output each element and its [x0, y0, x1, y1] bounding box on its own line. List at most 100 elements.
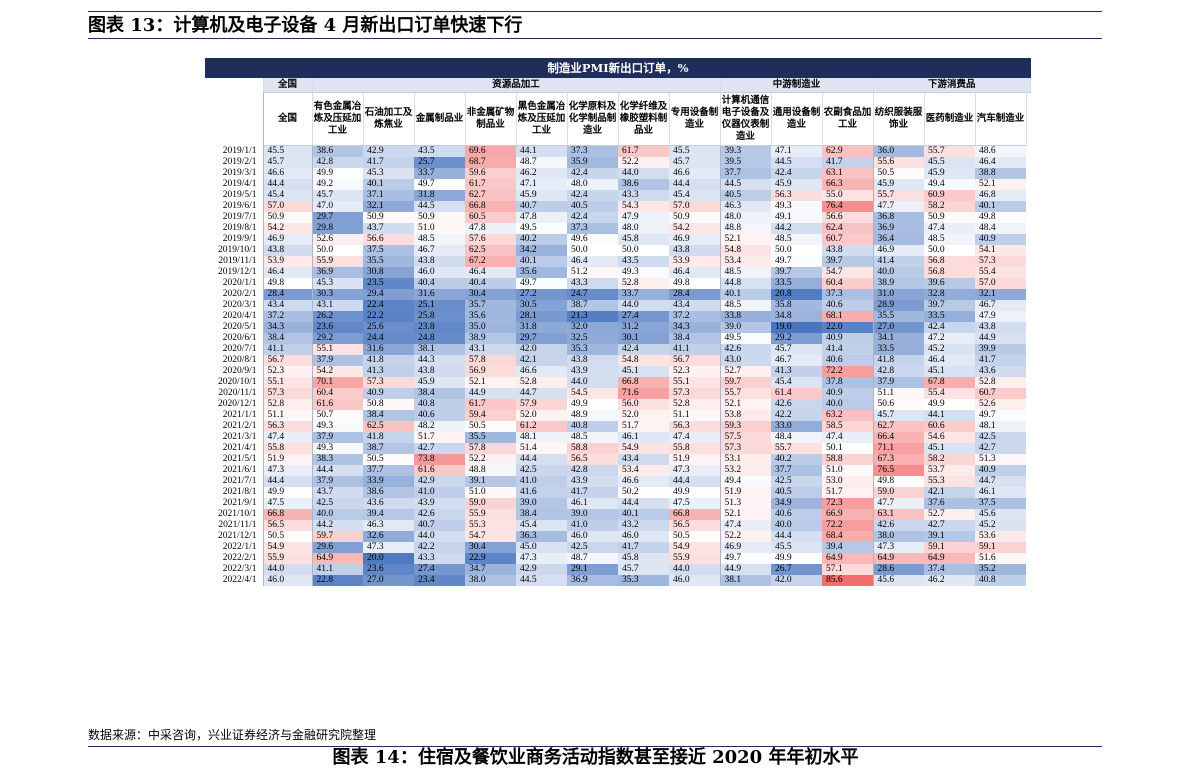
heatmap-cell: 57.3 — [719, 443, 772, 454]
heatmap-cell: 41.4 — [822, 344, 874, 355]
heatmap-cell: 53.9 — [262, 256, 312, 267]
heatmap-cell: 49.8 — [975, 212, 1027, 223]
heatmap-cell: 42.9 — [516, 564, 567, 575]
heatmap-cell: 47.3 — [872, 542, 925, 553]
heatmap-cell: 47.9 — [618, 212, 669, 223]
heatmap-cell: 50.5 — [669, 531, 721, 542]
heatmap-cell: 25.8 — [414, 311, 465, 322]
heatmap-cell: 47.5 — [669, 498, 721, 509]
heatmap-cell: 54.9 — [669, 542, 721, 553]
heatmap-cell: 44.4 — [669, 179, 721, 190]
heatmap-cell: 57.0 — [262, 201, 312, 212]
heatmap-cell: 37.3 — [822, 289, 874, 300]
heatmap-cell: 72.2 — [822, 520, 874, 531]
heatmap-cell: 48.7 — [516, 157, 567, 168]
heatmap-cell: 32.1 — [975, 289, 1027, 300]
column-header: 全国 — [262, 92, 313, 146]
heatmap-cell: 44.0 — [262, 564, 312, 575]
heatmap-cell: 36.8 — [872, 212, 925, 223]
heatmap-cell: 37.9 — [311, 432, 363, 443]
heatmap-cell: 53.2 — [719, 465, 772, 476]
heatmap-cell: 48.4 — [771, 432, 823, 443]
figure-title: 图表 13：计算机及电子设备 4 月新出口订单快速下行 — [88, 14, 1102, 39]
heatmap-cell: 58.8 — [567, 443, 618, 454]
heatmap-cell: 42.4 — [771, 168, 823, 179]
heatmap-cell: 31.0 — [872, 289, 925, 300]
heatmap-cell: 34.2 — [516, 245, 567, 256]
heatmap-cell: 55.3 — [465, 520, 516, 531]
heatmap-cell: 47.4 — [924, 223, 976, 234]
heatmap-cell: 45.7 — [311, 190, 363, 201]
heatmap-cell: 40.1 — [975, 201, 1027, 212]
heatmap-cell: 52.2 — [618, 157, 669, 168]
heatmap-cell: 54.2 — [311, 366, 363, 377]
heatmap-cell: 39.0 — [516, 498, 567, 509]
heatmap-cell: 40.9 — [975, 234, 1027, 245]
table-row: 2020/9/1 52.3 54.2 41.3 43.8 56.9 46.6 43.9 45.1… — [205, 366, 1031, 377]
heatmap-cell: 40.4 — [414, 278, 465, 289]
heatmap-cell: 48.8 — [719, 223, 772, 234]
heatmap-cell: 49.9 — [771, 553, 823, 564]
heatmap-cell: 25.1 — [414, 300, 465, 311]
heatmap-cell: 35.6 — [465, 311, 516, 322]
heatmap-cell: 48.7 — [567, 553, 618, 564]
heatmap-cell: 43.2 — [618, 520, 669, 531]
heatmap-cell: 50.9 — [924, 212, 976, 223]
table-row: 2019/4/1 44.4 49.2 40.1 49.7 61.7 47.1 48.0 38.6… — [205, 179, 1031, 190]
heatmap-cell: 44.9 — [465, 388, 516, 399]
heatmap-cell: 60.4 — [311, 388, 363, 399]
heatmap-cell: 53.7 — [924, 465, 976, 476]
heatmap-cell: 42.7 — [975, 443, 1027, 454]
heatmap-cell: 41.0 — [567, 520, 618, 531]
row-date-label: 2020/6/1 — [222, 333, 257, 343]
heatmap-cell: 51.0 — [465, 487, 516, 498]
heatmap-cell: 28.4 — [669, 289, 721, 300]
heatmap-cell: 33.7 — [414, 168, 465, 179]
heatmap-cell: 38.9 — [465, 333, 516, 344]
heatmap-cell: 25.6 — [363, 322, 414, 333]
heatmap-cell: 66.8 — [618, 377, 669, 388]
heatmap-cell: 44.0 — [567, 377, 618, 388]
heatmap-cell: 40.8 — [414, 399, 465, 410]
heatmap-cell: 48.4 — [975, 223, 1027, 234]
heatmap-cell: 40.6 — [414, 410, 465, 421]
heatmap-cell: 40.9 — [363, 388, 414, 399]
row-date-label: 2022/3/1 — [222, 564, 257, 574]
heatmap-cell: 53.9 — [669, 256, 721, 267]
heatmap-cell: 49.9 — [311, 168, 363, 179]
heatmap-cell: 59.1 — [924, 542, 976, 553]
heatmap-cell: 51.9 — [719, 487, 772, 498]
heatmap-cell: 49.1 — [771, 212, 823, 223]
heatmap-cell: 61.6 — [414, 465, 465, 476]
heatmap-cell: 38.1 — [414, 344, 465, 355]
top-rule — [88, 11, 1102, 12]
heatmap-cell: 43.7 — [363, 223, 414, 234]
heatmap-cell: 34.8 — [771, 311, 823, 322]
table-row: 2020/1/1 49.8 45.3 23.5 40.4 40.4 49.7 43.3 52.8… — [205, 278, 1031, 289]
heatmap-cell: 49.5 — [516, 223, 567, 234]
heatmap-cell: 51.1 — [262, 410, 312, 421]
heatmap-cell: 39.4 — [822, 542, 874, 553]
heatmap-cell: 22.8 — [311, 575, 363, 586]
heatmap-cell: 60.9 — [924, 190, 976, 201]
heatmap-cell: 71.6 — [618, 388, 669, 399]
heatmap-cell: 40.2 — [516, 234, 567, 245]
heatmap-cell: 35.2 — [975, 564, 1027, 575]
heatmap-cell: 38.6 — [618, 179, 669, 190]
heatmap-cell: 28.4 — [262, 289, 312, 300]
heatmap-cell: 46.6 — [669, 168, 721, 179]
heatmap-cell: 55.7 — [771, 443, 823, 454]
heatmap-cell: 52.7 — [719, 366, 772, 377]
heatmap-cell: 46.7 — [771, 355, 823, 366]
heatmap-cell: 30.4 — [465, 542, 516, 553]
heatmap-cell: 43.8 — [414, 256, 465, 267]
heatmap-cell: 35.5 — [872, 311, 925, 322]
heatmap-cell: 67.8 — [924, 377, 976, 388]
heatmap-cell: 42.0 — [516, 344, 567, 355]
heatmap-cell: 39.5 — [719, 157, 772, 168]
heatmap-cell: 46.7 — [975, 300, 1027, 311]
heatmap-cell: 45.4 — [516, 520, 567, 531]
heatmap-cell: 47.3 — [262, 465, 312, 476]
table-row: 2020/10/1 55.1 70.1 57.3 45.9 52.1 52.8 44.0 66.… — [205, 377, 1031, 388]
heatmap-cell: 35.8 — [771, 300, 823, 311]
